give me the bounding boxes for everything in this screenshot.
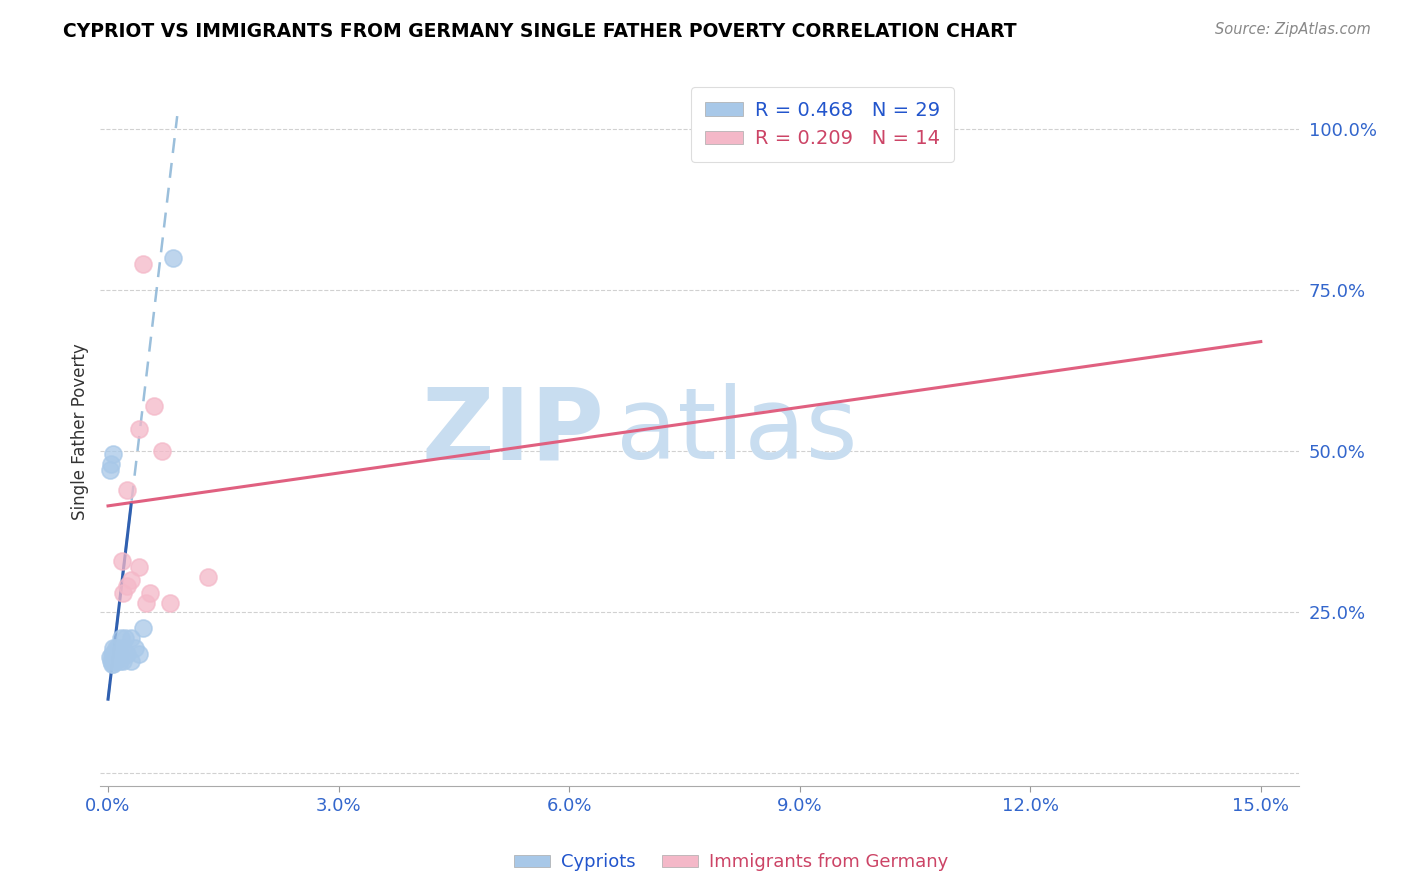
- Point: [107, 640, 129, 655]
- Point: [103, 640, 125, 655]
- Text: Source: ZipAtlas.com: Source: ZipAtlas.com: [1215, 22, 1371, 37]
- Point: [120, 573, 142, 587]
- Point: [105, 650, 128, 665]
- Y-axis label: Single Father Poverty: Single Father Poverty: [72, 343, 89, 520]
- Point: [120, 631, 142, 645]
- Point: [104, 653, 127, 667]
- Point: [111, 554, 134, 568]
- Point: [124, 640, 146, 655]
- Point: [197, 570, 219, 584]
- Point: [112, 640, 135, 655]
- Point: [135, 595, 157, 609]
- Point: [120, 653, 142, 667]
- Point: [108, 647, 131, 661]
- Legend: Cypriots, Immigrants from Germany: Cypriots, Immigrants from Germany: [506, 847, 956, 879]
- Point: [100, 653, 122, 667]
- Point: [98, 463, 121, 477]
- Text: CYPRIOT VS IMMIGRANTS FROM GERMANY SINGLE FATHER POVERTY CORRELATION CHART: CYPRIOT VS IMMIGRANTS FROM GERMANY SINGL…: [63, 22, 1017, 41]
- Point: [110, 631, 132, 645]
- Text: atlas: atlas: [616, 384, 858, 480]
- Point: [103, 653, 125, 667]
- Point: [104, 650, 127, 665]
- Point: [131, 257, 153, 271]
- Text: ZIP: ZIP: [420, 384, 603, 480]
- Point: [117, 579, 139, 593]
- Point: [101, 647, 124, 661]
- Legend: R = 0.468   N = 29, R = 0.209   N = 14: R = 0.468 N = 29, R = 0.209 N = 14: [690, 87, 953, 162]
- Point: [110, 653, 132, 667]
- Point: [162, 251, 184, 265]
- Point: [128, 560, 150, 574]
- Point: [101, 657, 124, 671]
- Point: [104, 640, 127, 655]
- Point: [150, 444, 173, 458]
- Point: [98, 650, 121, 665]
- Point: [112, 653, 135, 667]
- Point: [114, 631, 136, 645]
- Point: [117, 483, 139, 497]
- Point: [128, 421, 150, 435]
- Point: [128, 647, 150, 661]
- Point: [103, 657, 125, 671]
- Point: [159, 595, 181, 609]
- Point: [101, 447, 124, 461]
- Point: [101, 650, 124, 665]
- Point: [139, 586, 162, 600]
- Point: [131, 621, 153, 635]
- Point: [143, 399, 166, 413]
- Point: [100, 457, 122, 471]
- Point: [112, 586, 135, 600]
- Point: [117, 647, 139, 661]
